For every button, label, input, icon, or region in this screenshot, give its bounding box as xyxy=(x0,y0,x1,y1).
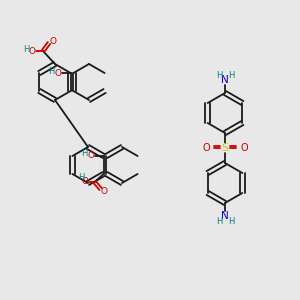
Text: N: N xyxy=(221,211,229,221)
Text: H: H xyxy=(228,70,234,80)
Text: H: H xyxy=(48,67,55,76)
Text: H: H xyxy=(228,217,234,226)
Text: O: O xyxy=(100,188,107,196)
Text: O: O xyxy=(87,152,94,160)
Text: H: H xyxy=(216,70,222,80)
Text: N: N xyxy=(221,75,229,85)
Text: H: H xyxy=(216,217,222,226)
Text: O: O xyxy=(240,143,248,153)
Text: H: H xyxy=(81,149,88,158)
Text: O: O xyxy=(50,37,56,46)
Text: S: S xyxy=(221,143,229,153)
Text: O: O xyxy=(54,68,61,77)
Text: O: O xyxy=(28,46,35,56)
Text: H: H xyxy=(78,173,85,182)
Text: O: O xyxy=(81,178,88,187)
Text: H: H xyxy=(23,44,29,53)
Text: O: O xyxy=(202,143,210,153)
